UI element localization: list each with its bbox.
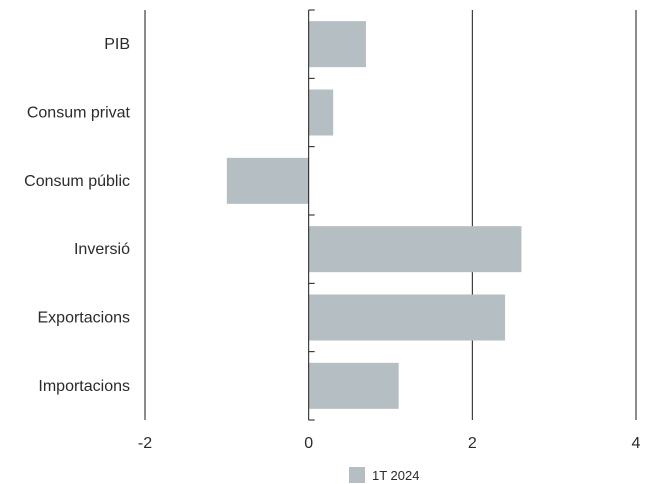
bar-3 (308, 226, 522, 273)
category-axis (308, 9, 315, 421)
bars (226, 21, 522, 409)
category-label-2: Consum públic (24, 173, 130, 190)
x-tick-label-1: 0 (304, 435, 313, 452)
legend-label: 1T 2024 (372, 468, 419, 483)
gridlines (144, 10, 637, 420)
x-tick-labels: -2 0 2 4 (138, 435, 641, 452)
category-label-1: Consum privat (27, 105, 131, 122)
bar-2 (226, 157, 309, 204)
category-labels: PIB Consum privat Consum públic Inversió Exp… (24, 36, 130, 395)
x-tick-label-3: 4 (632, 435, 641, 452)
bar-0 (308, 21, 366, 68)
x-tick-label-0: -2 (138, 435, 152, 452)
category-label-5: Importacions (38, 378, 130, 395)
x-tick-label-2: 2 (468, 435, 477, 452)
bar-4 (308, 294, 506, 341)
category-label-3: Inversió (74, 241, 130, 258)
category-label-4: Exportacions (38, 310, 131, 327)
bar-5 (308, 362, 399, 409)
legend: 1T 2024 (349, 467, 419, 483)
bar-1 (308, 89, 334, 136)
legend-swatch (349, 467, 365, 483)
category-label-0: PIB (104, 36, 130, 53)
